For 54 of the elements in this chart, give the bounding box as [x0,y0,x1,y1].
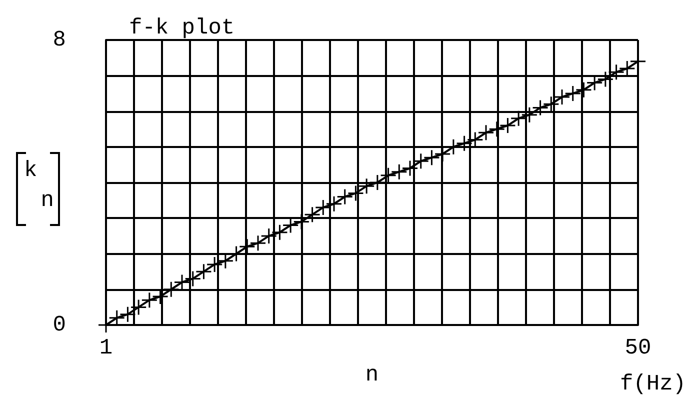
point [435,146,450,162]
point [456,136,472,151]
point [489,122,504,137]
point [598,72,613,87]
point [294,214,309,230]
point [152,289,168,304]
point [164,282,179,297]
x-tick-label: 50 [624,336,652,360]
point [261,228,276,244]
point [348,186,364,201]
point [500,118,516,133]
point [337,189,352,204]
point [370,175,385,190]
point [304,207,320,222]
point [511,110,526,126]
point [620,61,635,76]
point [218,253,233,268]
point [250,236,266,251]
point [185,271,200,286]
point [120,306,136,322]
point [207,256,222,272]
y-axis-title: k n [24,157,54,215]
point [174,274,190,290]
point [576,82,592,98]
point [522,107,537,122]
y-tick-label: 8 [52,28,66,52]
point [544,96,559,112]
point [468,132,483,148]
point [392,164,407,180]
point [359,178,374,194]
point [413,154,428,169]
point [283,218,298,233]
y-tick-label: 0 [52,312,66,338]
x-axis-title: n [365,362,379,388]
chart-title: f-k plot [129,16,235,40]
point [608,64,624,80]
point [131,300,146,315]
point [565,86,580,101]
x-tick-label: 1 [99,336,113,360]
point [532,100,548,116]
point [478,125,494,140]
point [142,292,157,308]
point [316,200,331,215]
point [380,168,396,183]
point [402,160,418,176]
point [326,196,342,212]
point [109,310,124,326]
point [587,75,602,90]
point [272,224,288,240]
point [196,264,212,280]
point [554,90,570,104]
point [240,239,255,254]
point [424,150,440,166]
text: f(Hz) [620,372,686,396]
